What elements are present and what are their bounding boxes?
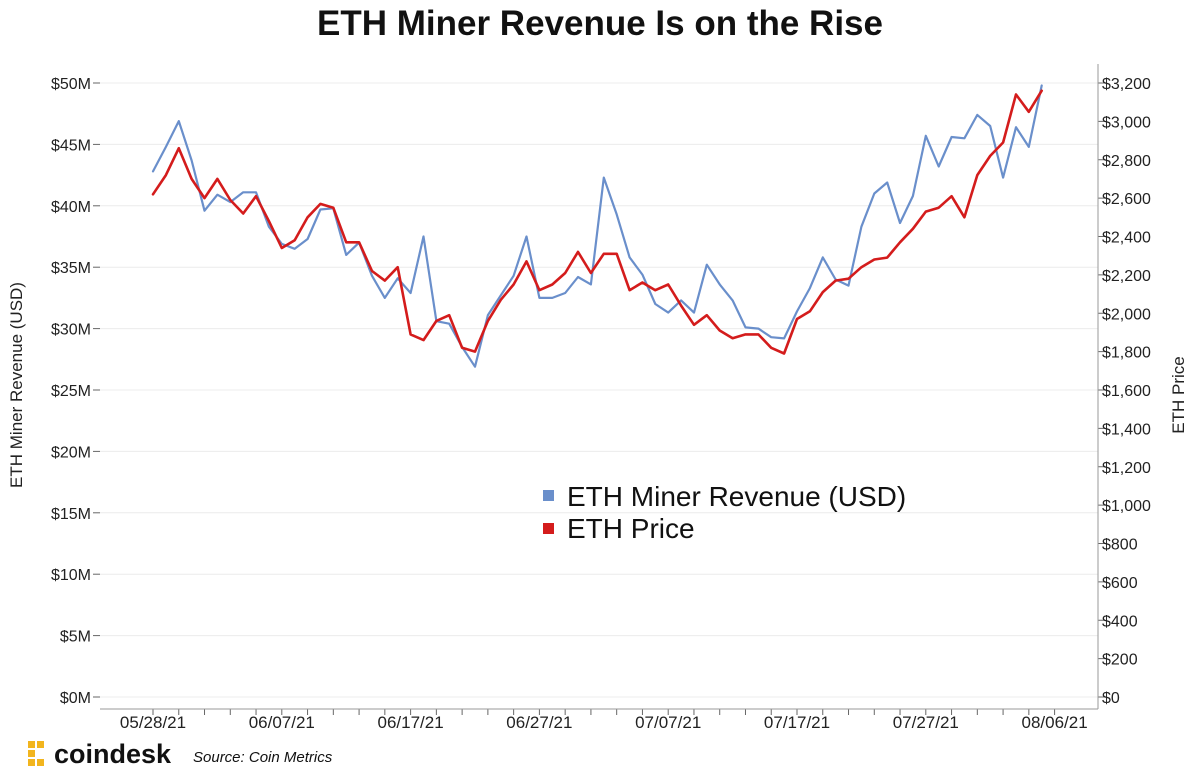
series-layer — [151, 84, 1043, 368]
right-tick-label: $1,000 — [1102, 498, 1151, 515]
right-axis-ticks: $0 $200 $400 $600 $800 $1,000 $1,200 $1,400 $1,6… — [1098, 76, 1151, 707]
x-tick-label: 05/28/21 — [120, 713, 186, 732]
coindesk-logo-text: coindesk — [54, 739, 172, 769]
grid-lines — [100, 82, 1098, 698]
source-note: Source: Coin Metrics — [193, 749, 333, 766]
left-tick-label: $5M — [60, 629, 91, 646]
right-tick-label: $2,400 — [1102, 230, 1151, 247]
right-tick-label: $1,200 — [1102, 460, 1151, 477]
left-tick-label: $20M — [51, 444, 91, 461]
coindesk-logo-icon — [28, 741, 44, 766]
left-tick-label: $50M — [51, 76, 91, 93]
right-tick-label: $1,400 — [1102, 421, 1151, 438]
right-tick-label: $1,600 — [1102, 383, 1151, 400]
legend-swatch-price — [543, 523, 554, 534]
x-tick-label: 07/27/21 — [893, 713, 959, 732]
right-tick-label: $400 — [1102, 613, 1138, 630]
left-tick-label: $30M — [51, 322, 91, 339]
right-tick-label: $2,000 — [1102, 306, 1151, 323]
x-tick-label: 06/17/21 — [378, 713, 444, 732]
left-tick-label: $40M — [51, 199, 91, 216]
right-tick-label: $2,800 — [1102, 153, 1151, 170]
left-tick-label: $15M — [51, 506, 91, 523]
right-tick-label: $600 — [1102, 575, 1138, 592]
coindesk-logo: coindesk — [28, 739, 172, 769]
right-tick-label: $3,000 — [1102, 114, 1151, 131]
left-tick-label: $35M — [51, 260, 91, 277]
chart-title: ETH Miner Revenue Is on the Rise — [317, 4, 883, 43]
series-line-eth-price — [151, 89, 1043, 355]
x-tick-label: 07/07/21 — [635, 713, 701, 732]
legend-swatch-revenue — [543, 490, 554, 501]
left-tick-label: $0M — [60, 690, 91, 707]
left-axis-title: ETH Miner Revenue (USD) — [7, 282, 26, 488]
right-axis-title: ETH Price — [1169, 356, 1188, 433]
right-tick-label: $200 — [1102, 652, 1138, 669]
left-tick-label: $25M — [51, 383, 91, 400]
left-axis-ticks: $0M $5M $10M $15M $20M $25M $30M $35M $40M $45M $5… — [51, 76, 100, 707]
x-tick-label: 08/06/21 — [1022, 713, 1088, 732]
right-tick-label: $2,600 — [1102, 191, 1151, 208]
legend: ETH Miner Revenue (USD) ETH Price — [543, 481, 906, 544]
right-tick-label: $0 — [1102, 690, 1120, 707]
legend-label-revenue: ETH Miner Revenue (USD) — [567, 481, 906, 512]
legend-label-price: ETH Price — [567, 513, 695, 544]
x-axis-ticks: 05/28/21 06/07/21 06/17/21 06/27/21 07/07/21… — [120, 709, 1088, 732]
x-tick-label: 07/17/21 — [764, 713, 830, 732]
series-line-miner-revenue — [151, 84, 1043, 368]
right-tick-label: $3,200 — [1102, 76, 1151, 93]
left-tick-label: $45M — [51, 137, 91, 154]
left-tick-label: $10M — [51, 567, 91, 584]
right-tick-label: $2,200 — [1102, 268, 1151, 285]
x-tick-label: 06/07/21 — [249, 713, 315, 732]
x-tick-label: 06/27/21 — [506, 713, 572, 732]
right-tick-label: $800 — [1102, 537, 1138, 554]
right-tick-label: $1,800 — [1102, 345, 1151, 362]
